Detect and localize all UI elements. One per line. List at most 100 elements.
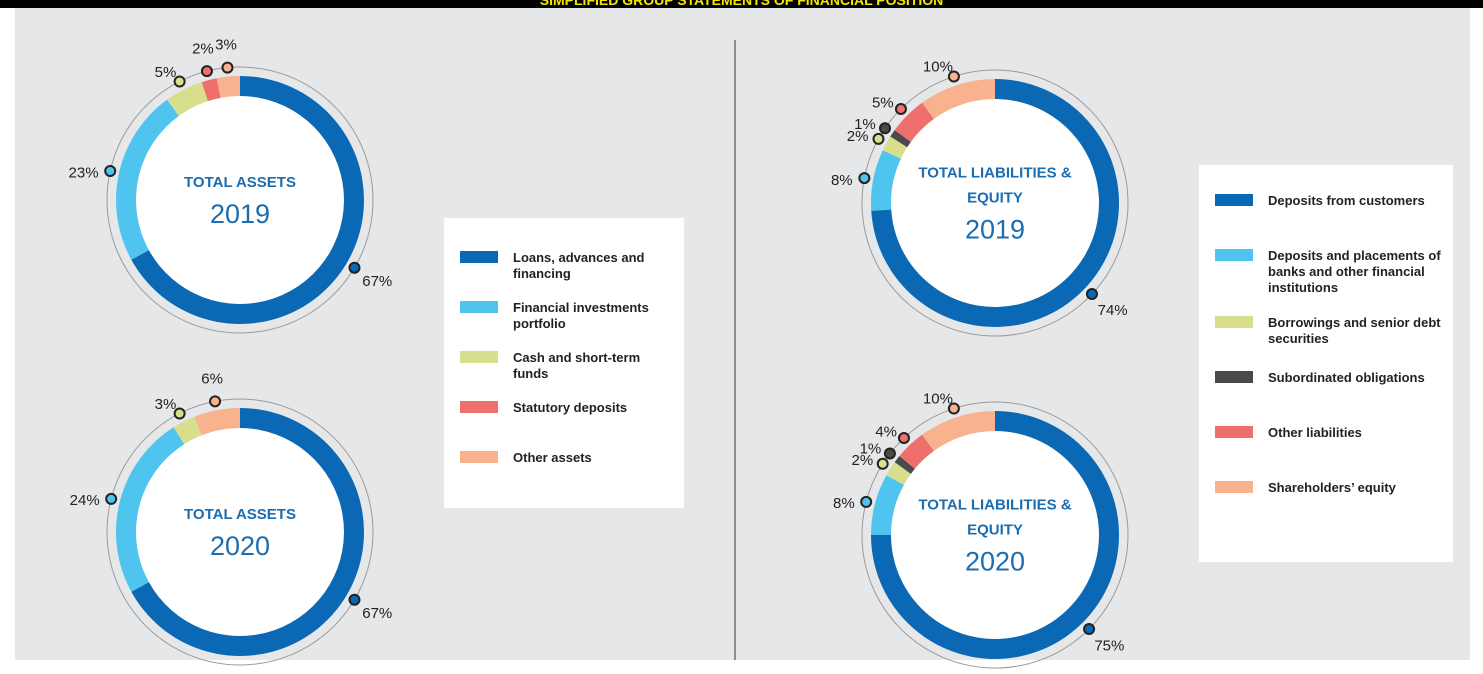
center-title: TOTAL LIABILITIES & EQUITY (918, 496, 1072, 539)
center-label: TOTAL LIABILITIES & EQUITY 2020 (908, 493, 1083, 578)
value-label: 3% (215, 37, 237, 54)
donut-segment (894, 102, 934, 142)
value-label: 8% (833, 495, 855, 512)
legend-label: Financial investments portfolio (513, 300, 649, 331)
outer-ring (106, 66, 374, 334)
legend-swatch (1215, 316, 1253, 328)
label-dot (858, 172, 871, 185)
center-title: TOTAL ASSETS (184, 174, 296, 191)
legend-item: Other assets (460, 450, 670, 486)
header-title: SIMPLIFIED GROUP STATEMENTS OF FINANCIAL… (539, 0, 944, 8)
legend-label: Statutory deposits (513, 400, 628, 415)
donut-segment (194, 408, 240, 436)
legend-swatch (1215, 481, 1253, 493)
legend-item: Cash and short-term funds (460, 350, 670, 386)
label-dot (947, 70, 960, 83)
value-label: 4% (875, 423, 897, 440)
label-dot (947, 402, 960, 415)
donut-segment (871, 475, 904, 535)
value-label: 2% (847, 128, 869, 145)
legend-swatch (1215, 194, 1253, 206)
legend-swatch (460, 301, 498, 313)
label-dot (209, 395, 222, 408)
donut-segment (922, 411, 995, 451)
value-label: 5% (872, 95, 894, 112)
donut-segment (899, 434, 934, 469)
legend-swatch (460, 451, 498, 463)
legend-item: Loans, advances and financing (460, 250, 670, 286)
value-label: 67% (362, 273, 392, 290)
label-dot (897, 432, 910, 445)
center-label: TOTAL ASSETS 2020 (153, 502, 328, 562)
label-dot (860, 495, 873, 508)
legend-label: Loans, advances and financing (513, 250, 645, 281)
outer-ring (861, 69, 1129, 337)
donut-segment (173, 416, 202, 445)
outer-ring (861, 401, 1129, 669)
legend-label: Subordinated obligations (1268, 370, 1425, 385)
label-dot (221, 61, 234, 74)
legend-item: Deposits from customers (1215, 193, 1443, 229)
value-label: 10% (923, 390, 953, 407)
donut-segment (167, 82, 208, 116)
legend-swatch (1215, 371, 1253, 383)
label-dot (876, 457, 889, 470)
value-label: 2% (192, 41, 214, 58)
center-year: 2019 (209, 199, 271, 229)
donut-segment (890, 130, 911, 148)
label-dot (894, 102, 907, 115)
legend-item: Shareholders’ equity (1215, 480, 1443, 516)
donut-segment (882, 136, 908, 159)
label-dot (348, 593, 361, 606)
legend-swatch (460, 251, 498, 263)
value-label: 5% (155, 64, 177, 81)
legend-item: Financial investments portfolio (460, 300, 670, 336)
label-dot (173, 407, 186, 420)
legend-item: Other liabilities (1215, 425, 1443, 461)
center-label: TOTAL LIABILITIES & EQUITY 2019 (908, 161, 1083, 246)
donut-segment (894, 455, 915, 474)
center-year: 2019 (964, 214, 1026, 245)
label-dot (883, 447, 896, 460)
outer-ring (106, 398, 374, 666)
value-label: 6% (201, 371, 223, 388)
label-dot (105, 492, 118, 505)
center-title: TOTAL ASSETS (184, 506, 296, 523)
legend-label: Other assets (513, 450, 592, 465)
value-label: 24% (70, 492, 100, 509)
legend-item: Borrowings and senior debt securities (1215, 315, 1443, 351)
legend-item: Deposits and placements of banks and oth… (1215, 248, 1443, 296)
value-label: 2% (852, 452, 874, 469)
inner-disc (136, 96, 344, 304)
center-year: 2020 (964, 546, 1026, 577)
label-dot (1083, 623, 1096, 636)
label-dot (200, 65, 213, 78)
inner-disc (891, 431, 1099, 639)
donut-segment (115, 99, 179, 260)
label-dot (878, 122, 891, 135)
value-label: 8% (831, 172, 853, 189)
donut-segment (886, 462, 911, 485)
donut-segment (922, 79, 995, 119)
center-label: TOTAL ASSETS 2019 (153, 170, 328, 230)
legend-label: Borrowings and senior debt securities (1268, 315, 1441, 346)
legend-label: Deposits from customers (1268, 193, 1425, 208)
legend-swatch (1215, 249, 1253, 261)
value-label: 23% (69, 164, 99, 181)
label-dot (872, 132, 885, 145)
center-title: TOTAL LIABILITIES & EQUITY (918, 164, 1072, 207)
donut-segment (116, 427, 185, 592)
legend-label: Other liabilities (1268, 425, 1362, 440)
label-dot (348, 261, 361, 274)
value-label: 67% (362, 605, 392, 622)
legend-label: Shareholders’ equity (1268, 480, 1396, 495)
label-dot (104, 164, 117, 177)
label-dot (1085, 288, 1098, 301)
value-label: 1% (860, 441, 882, 458)
value-label: 75% (1094, 637, 1124, 654)
center-year: 2020 (209, 531, 271, 561)
legend-label: Cash and short-term funds (513, 350, 641, 381)
donut-segment (216, 76, 240, 98)
